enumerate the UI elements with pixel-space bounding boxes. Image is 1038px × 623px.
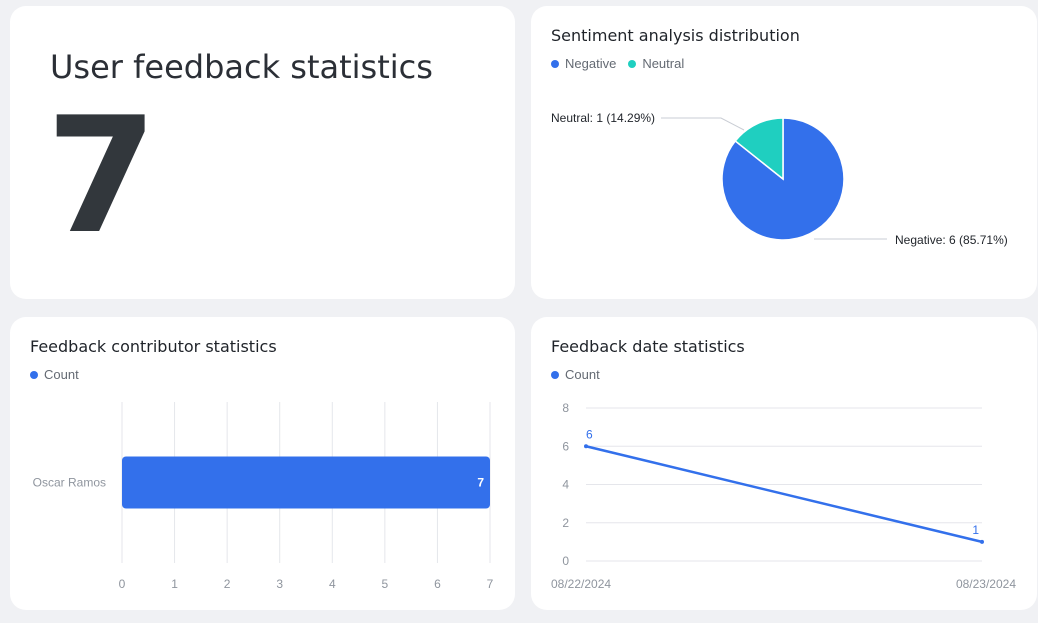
line-value-label: 6 bbox=[586, 427, 593, 441]
bar-x-tick-label: 5 bbox=[382, 577, 389, 591]
bar-x-tick-label: 3 bbox=[276, 577, 283, 591]
line-y-tick-label: 8 bbox=[562, 401, 569, 415]
legend-item-negative[interactable]: Negative bbox=[551, 56, 616, 71]
contributor-legend: Count bbox=[30, 367, 79, 382]
line-x-tick-label: 08/23/2024 bbox=[956, 577, 1016, 591]
bar-oscar-ramos bbox=[122, 456, 490, 509]
line-y-tick-label: 6 bbox=[562, 439, 569, 453]
legend-item-count[interactable]: Count bbox=[551, 367, 600, 382]
bar-x-tick-label: 1 bbox=[171, 577, 178, 591]
bar-y-category-label: Oscar Ramos bbox=[33, 476, 106, 490]
line-x-tick-label: 08/22/2024 bbox=[551, 577, 611, 591]
total-feedback-value: 7 bbox=[46, 82, 158, 269]
bar-x-tick-label: 6 bbox=[434, 577, 441, 591]
pie-label-neutral: Neutral: 1 (14.29%) bbox=[551, 111, 655, 125]
bar-x-tick-label: 4 bbox=[329, 577, 336, 591]
legend-dot-negative bbox=[551, 59, 559, 68]
line-y-tick-label: 4 bbox=[562, 478, 569, 492]
bar-x-tick-label: 0 bbox=[119, 577, 126, 591]
contributor-bar-chart: 0 1 2 3 4 5 6 7 Oscar Ramos 7 bbox=[33, 402, 494, 591]
legend-label-count: Count bbox=[565, 367, 600, 382]
date-chart-card: Feedback date statistics Count 0 2 4 6 8 6 1 08… bbox=[531, 317, 1037, 610]
legend-label-neutral: Neutral bbox=[642, 56, 685, 71]
sentiment-chart-title: Sentiment analysis distribution bbox=[551, 26, 800, 45]
sentiment-pie-chart: Negative: 6 (85.71%) Neutral: 1 (14.29%) bbox=[551, 111, 1008, 247]
pie-leader-neutral bbox=[661, 117, 745, 131]
bar-value-label: 7 bbox=[477, 476, 484, 490]
legend-dot-count bbox=[30, 370, 38, 379]
legend-label-negative: Negative bbox=[565, 56, 617, 71]
contributor-chart-card: Feedback contributor statistics Count 0 1… bbox=[10, 317, 515, 610]
total-feedback-title: User feedback statistics bbox=[50, 48, 433, 86]
line-point bbox=[584, 444, 588, 449]
legend-item-count[interactable]: Count bbox=[30, 367, 79, 382]
line-y-tick-label: 2 bbox=[562, 516, 569, 530]
legend-label-count: Count bbox=[44, 367, 79, 382]
pie-label-negative: Negative: 6 (85.71%) bbox=[895, 233, 1008, 247]
legend-dot-neutral bbox=[628, 59, 637, 68]
total-feedback-card: User feedback statistics 7 bbox=[10, 6, 515, 299]
contributor-chart-title: Feedback contributor statistics bbox=[30, 337, 277, 356]
pie-slice-neutral bbox=[734, 117, 784, 181]
bar-x-tick-label: 2 bbox=[224, 577, 231, 591]
line-series-count bbox=[585, 445, 983, 544]
date-chart-title: Feedback date statistics bbox=[551, 337, 745, 356]
date-legend: Count bbox=[551, 367, 600, 382]
line-value-label: 1 bbox=[972, 523, 979, 537]
legend-dot-count bbox=[551, 370, 559, 379]
sentiment-chart-card: Sentiment analysis distribution Negative… bbox=[531, 6, 1037, 299]
line-y-tick-label: 0 bbox=[562, 554, 569, 568]
sentiment-legend: Negative Neutral bbox=[551, 56, 684, 71]
date-line-chart: 0 2 4 6 8 6 1 08/22/2024 08/23/2024 bbox=[551, 401, 1016, 591]
legend-item-neutral[interactable]: Neutral bbox=[628, 56, 684, 71]
line-point bbox=[980, 539, 984, 544]
bar-x-tick-label: 7 bbox=[487, 577, 494, 591]
